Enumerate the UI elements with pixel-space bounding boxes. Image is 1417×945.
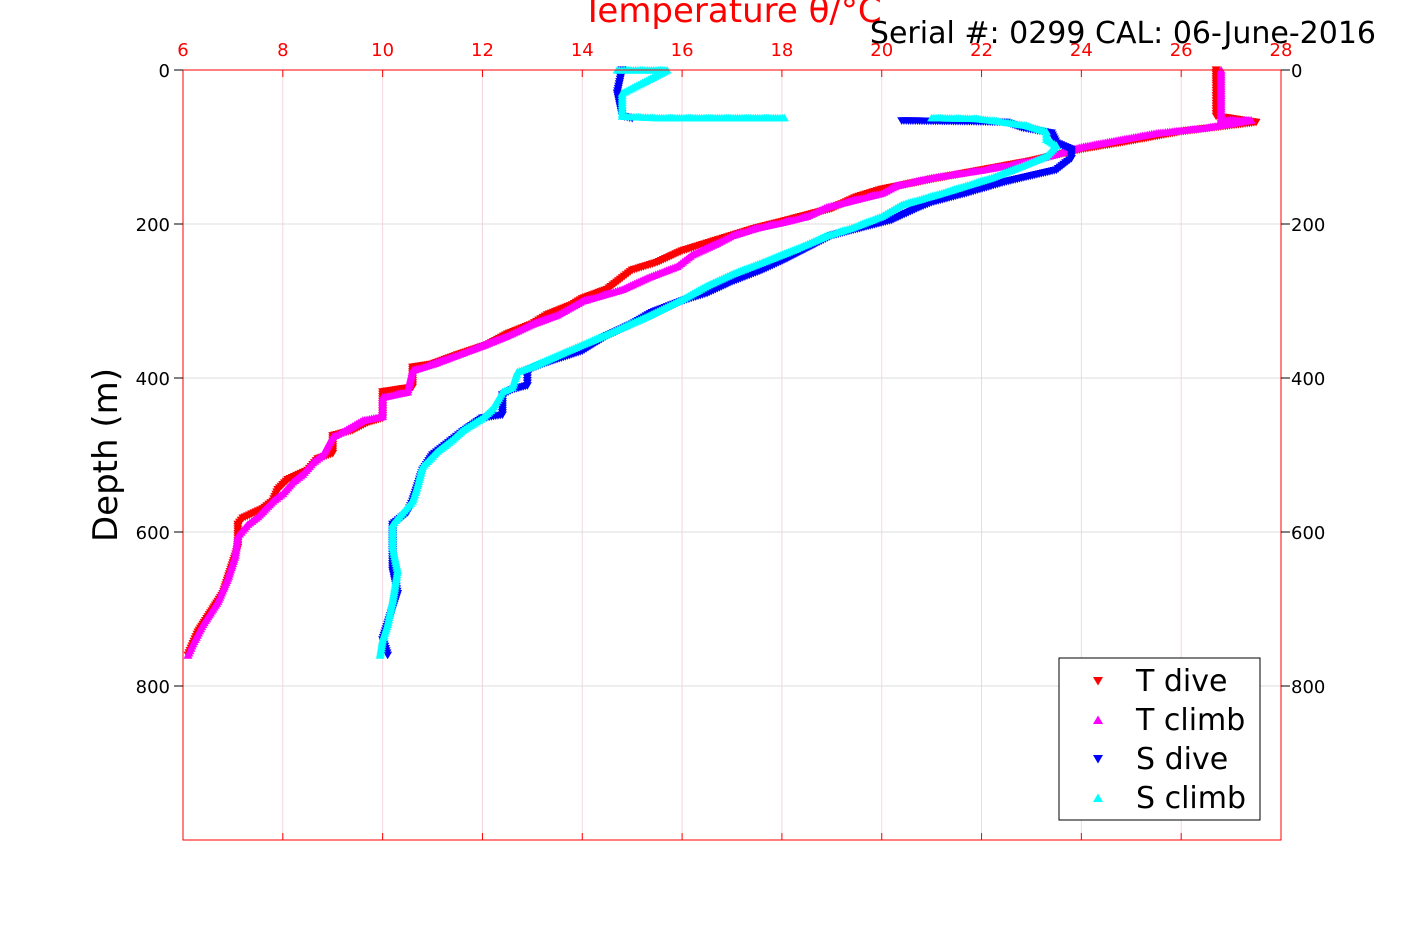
- x-tick-label: 26: [1170, 40, 1193, 61]
- x-tick-label: 22: [970, 40, 993, 61]
- legend-label: S climb: [1136, 781, 1246, 816]
- y-tick-label-left: 0: [159, 61, 170, 82]
- legend-marker: [1093, 677, 1103, 686]
- legend-label: S dive: [1136, 742, 1228, 777]
- chart-title: Temperature θ/°C: [581, 0, 881, 31]
- serial-annotation: Serial #: 0299 CAL: 06-June-2016: [870, 16, 1376, 51]
- x-tick-label: 16: [671, 40, 694, 61]
- x-tick-label: 20: [870, 40, 893, 61]
- x-tick-label: 6: [177, 40, 188, 61]
- data-point: [375, 651, 385, 659]
- y-tick-label-left: 400: [136, 369, 170, 390]
- data-point: [779, 113, 789, 122]
- legend-marker: [1093, 715, 1103, 724]
- legend-marker: [1093, 793, 1103, 802]
- legend-label: T dive: [1135, 664, 1227, 699]
- y-tick-label-right: 0: [1291, 61, 1302, 82]
- x-tick-label: 24: [1070, 40, 1093, 61]
- x-tick-label: 18: [770, 40, 793, 61]
- y-axis-label: Depth (m): [86, 368, 126, 542]
- y-tick-label-right: 800: [1291, 677, 1325, 698]
- y-tick-label-right: 600: [1291, 523, 1325, 544]
- x-tick-label: 8: [277, 40, 288, 61]
- series-t-climb: [183, 65, 1256, 659]
- series-s-climb: [375, 65, 1061, 659]
- y-tick-label-left: 800: [136, 677, 170, 698]
- x-tick-label: 28: [1270, 40, 1293, 61]
- y-tick-label-left: 200: [136, 215, 170, 236]
- legend: T dive T climb S dive S climb: [1058, 657, 1261, 821]
- series-t-dive: [183, 66, 1261, 660]
- y-tick-label-right: 200: [1291, 215, 1325, 236]
- y-tick-label-left: 600: [136, 523, 170, 544]
- x-tick-label: 10: [371, 40, 394, 61]
- y-tick-label-right: 400: [1291, 369, 1325, 390]
- data-point: [183, 651, 193, 659]
- x-tick-label: 12: [471, 40, 494, 61]
- data-marks: [183, 65, 1261, 660]
- plot-frame: [182, 69, 1282, 841]
- legend-box: [1058, 657, 1261, 821]
- legend-marker: [1093, 755, 1103, 764]
- legend-label: T climb: [1135, 703, 1245, 738]
- x-tick-label: 14: [571, 40, 594, 61]
- data-point: [383, 651, 393, 660]
